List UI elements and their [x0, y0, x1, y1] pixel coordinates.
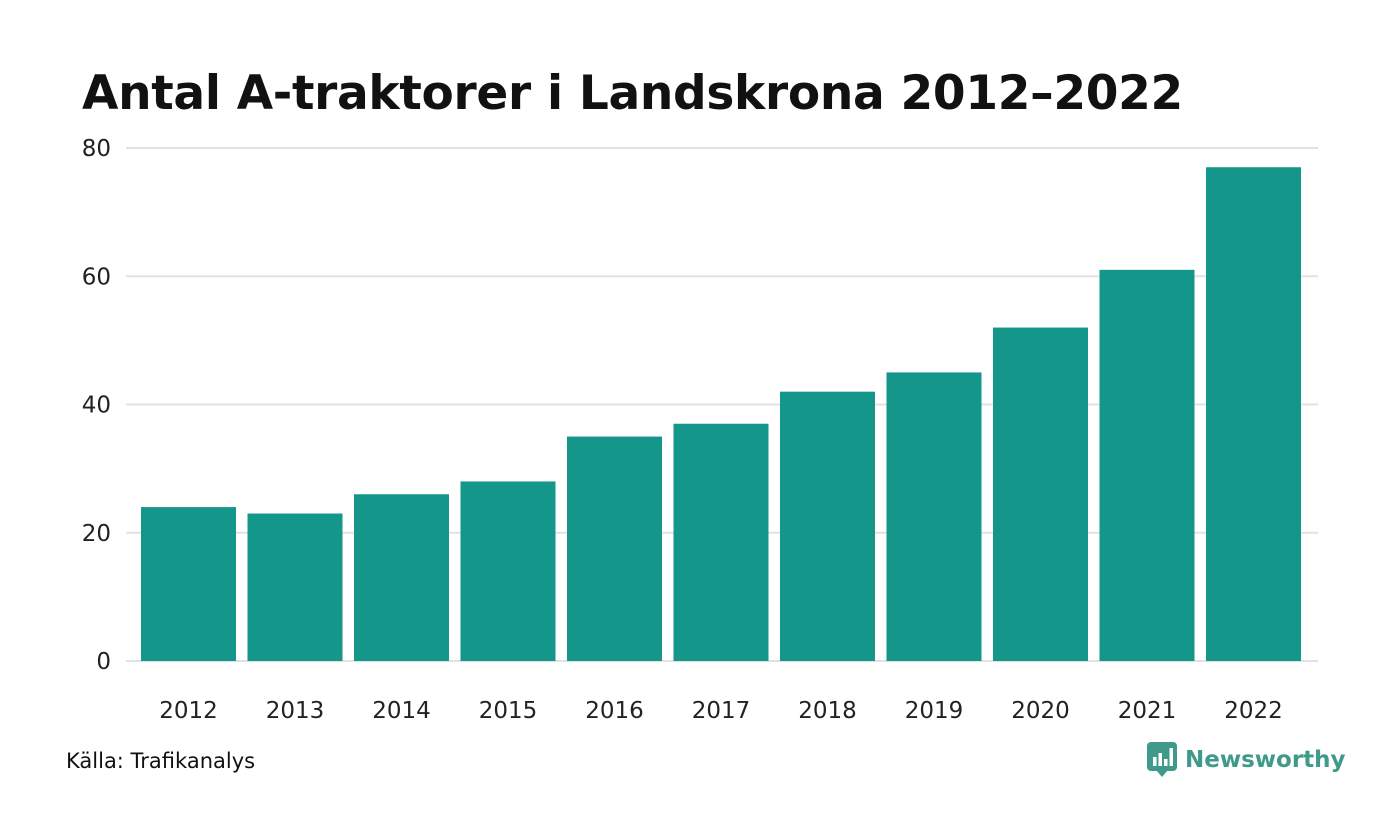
x-tick-label: 2021 — [1118, 698, 1177, 724]
y-tick-label: 80 — [82, 136, 111, 162]
x-tick-label: 2020 — [1011, 698, 1070, 724]
bar-2022 — [1206, 167, 1301, 662]
bar-2020 — [993, 327, 1088, 661]
x-tick-label: 2022 — [1224, 698, 1283, 724]
newsworthy-logo-icon — [1147, 742, 1177, 777]
x-tick-label: 2016 — [585, 698, 644, 724]
chart-title: Antal A-traktorer i Landskrona 2012–2022 — [82, 66, 1183, 121]
bar-2021 — [1099, 269, 1195, 661]
y-tick-label: 40 — [82, 393, 111, 419]
bar-2014 — [354, 494, 449, 661]
bar-2013 — [247, 513, 343, 661]
brand-logo: Newsworthy — [1147, 742, 1346, 778]
brand-name: Newsworthy — [1185, 747, 1346, 773]
bars — [141, 167, 1301, 662]
bar-2012 — [141, 507, 236, 661]
bar-2018 — [780, 391, 875, 661]
source-note: Källa: Trafikanalys — [66, 749, 256, 773]
x-tick-label: 2017 — [692, 698, 751, 724]
x-axis-ticks: 2012 2013 2014 2015 2016 2017 2018 2019 2020 2021… — [159, 698, 1283, 724]
x-tick-label: 2019 — [905, 698, 964, 724]
y-tick-label: 20 — [82, 521, 111, 547]
x-tick-label: 2013 — [266, 698, 325, 724]
x-tick-label: 2012 — [159, 698, 218, 724]
y-tick-label: 0 — [96, 649, 111, 675]
y-axis-ticks: 0 20 40 60 80 — [82, 136, 111, 675]
y-tick-label: 60 — [82, 264, 111, 290]
x-tick-label: 2014 — [372, 698, 431, 724]
bar-2016 — [567, 436, 662, 661]
bar-2019 — [886, 372, 982, 661]
x-tick-label: 2018 — [798, 698, 857, 724]
bar-2015 — [460, 481, 556, 661]
x-tick-label: 2015 — [479, 698, 538, 724]
bar-2017 — [673, 423, 769, 661]
